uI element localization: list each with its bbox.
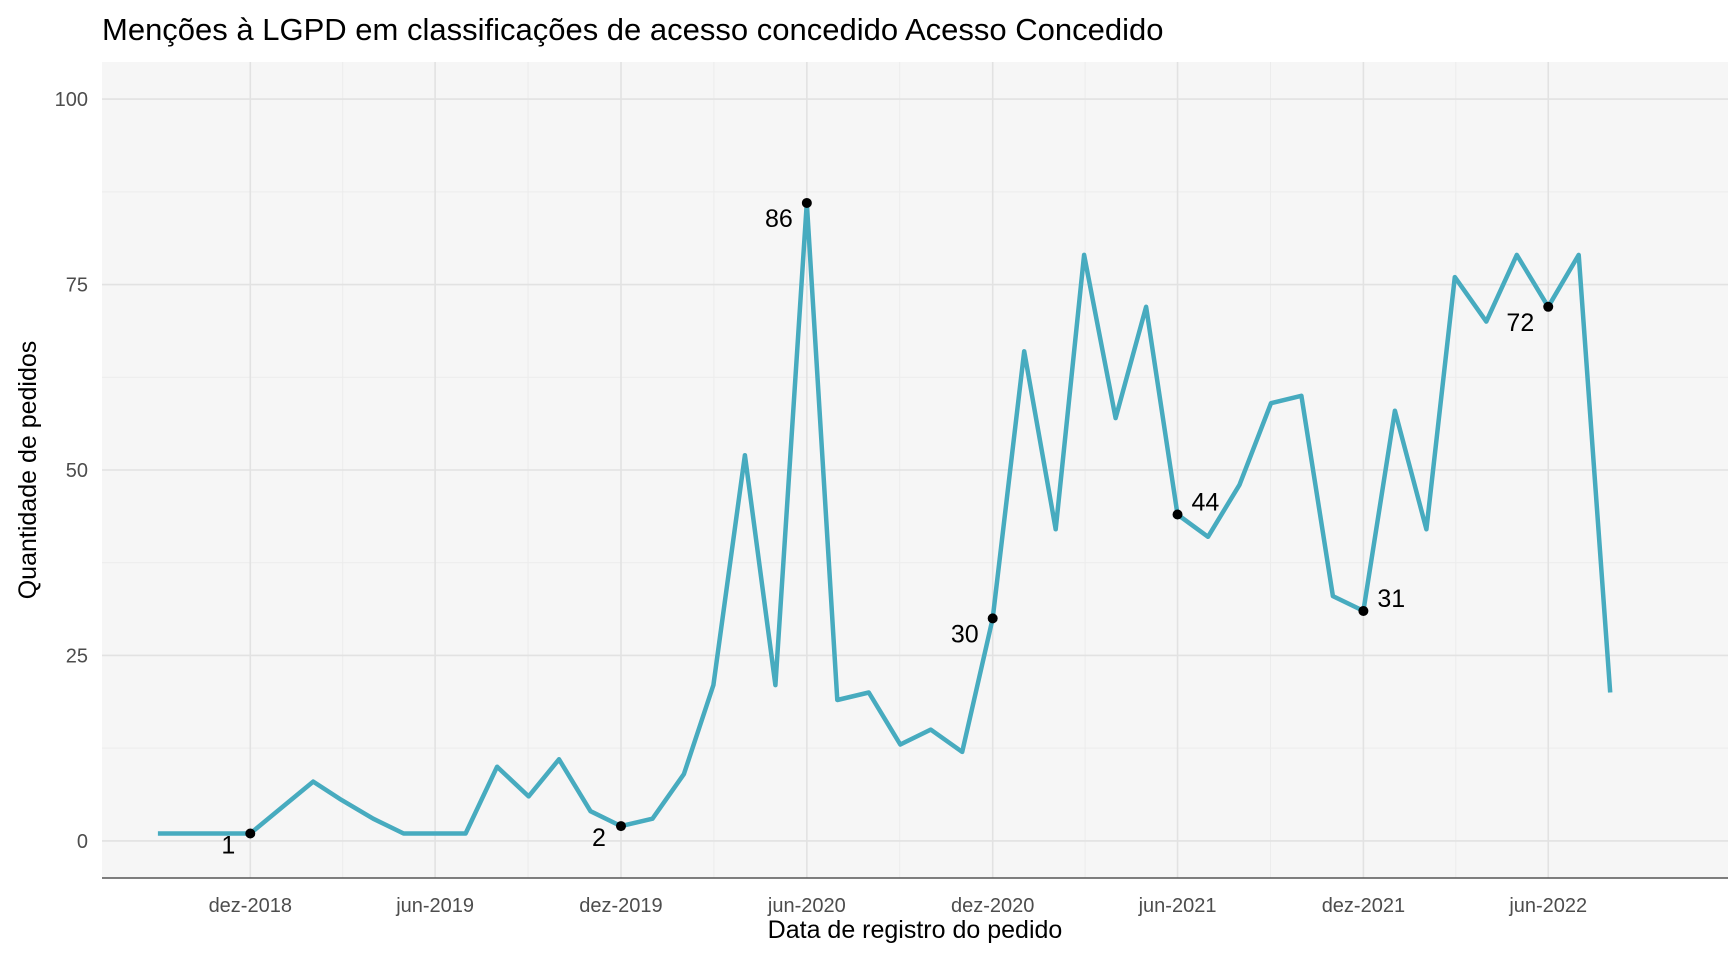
x-tick-label: jun-2022 (1508, 895, 1587, 917)
point-label: 86 (765, 205, 793, 233)
x-tick-label: dez-2020 (951, 895, 1034, 917)
x-tick-label: jun-2019 (395, 895, 474, 917)
highlight-point (1358, 605, 1369, 616)
chart-title: Menções à LGPD em classificações de aces… (102, 12, 1163, 47)
y-axis-ticks: 0 25 50 75 100 (55, 89, 88, 853)
x-tick-label: jun-2020 (767, 895, 846, 917)
y-axis-title: Quantidade de pedidos (14, 341, 42, 600)
point-label: 72 (1506, 309, 1534, 337)
y-tick-label: 25 (66, 645, 88, 667)
x-tick-label: dez-2019 (579, 895, 662, 917)
y-tick-label: 75 (66, 275, 88, 297)
point-label: 30 (951, 620, 979, 648)
highlight-point (615, 821, 626, 832)
point-labels: 1 2 86 30 44 31 72 (221, 205, 1534, 860)
highlight-point (801, 197, 812, 208)
highlight-points (245, 197, 1554, 839)
point-label: 1 (221, 831, 235, 859)
point-label: 44 (1192, 489, 1220, 517)
grid-major (102, 62, 1728, 878)
point-label: 31 (1377, 585, 1405, 613)
series-line (157, 200, 1613, 836)
y-tick-label: 100 (55, 89, 88, 111)
highlight-point (245, 828, 256, 839)
highlight-point (1172, 509, 1183, 520)
point-label: 2 (592, 824, 606, 852)
y-tick-label: 50 (66, 460, 88, 482)
x-axis-ticks: dez-2018 jun-2019 dez-2019 jun-2020 dez-2020… (209, 895, 1588, 917)
x-tick-label: dez-2021 (1322, 895, 1405, 917)
x-tick-label: jun-2021 (1138, 895, 1217, 917)
x-axis-title: Data de registro do pedido (768, 916, 1063, 944)
highlight-point (1543, 301, 1554, 312)
highlight-point (987, 613, 998, 624)
x-tick-label: dez-2018 (209, 895, 292, 917)
y-tick-label: 0 (77, 831, 88, 853)
